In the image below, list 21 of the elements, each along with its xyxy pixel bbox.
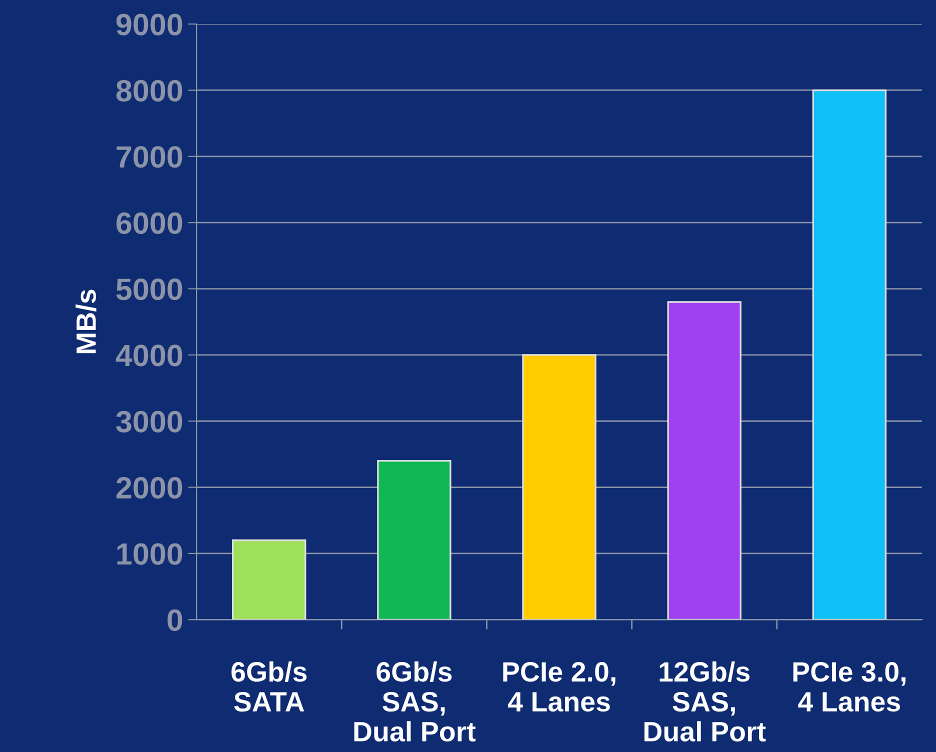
x-tick-label: PCIe 2.0, 4 Lanes (503, 662, 616, 712)
y-tick-label: 5000 (116, 278, 182, 300)
bar (377, 460, 452, 620)
x-tick-label: 12Gb/s SAS, Dual Port (644, 661, 766, 742)
y-tick-label: 9000 (116, 14, 182, 36)
x-tick-label: 6Gb/s SAS, Dual Port (354, 661, 476, 742)
y-tick-label: 3000 (116, 410, 182, 433)
y-tick-label: 4000 (116, 344, 182, 366)
bar (522, 354, 596, 620)
y-axis-title: MB/s (76, 290, 96, 354)
y-tick-label: 1000 (117, 543, 182, 565)
y-tick-label: 2000 (116, 477, 182, 499)
x-tick-label: PCIe 3.0, 4 Lanes (793, 662, 906, 712)
y-tick-label: 8000 (116, 80, 182, 102)
x-tick-label: 6Gb/s SATA (232, 661, 307, 712)
bar (812, 89, 887, 620)
bar (232, 539, 306, 620)
bar (667, 301, 742, 620)
y-tick-label: 6000 (116, 212, 182, 234)
y-tick-label: 7000 (116, 146, 182, 168)
y-tick-label: 0 (168, 609, 182, 632)
